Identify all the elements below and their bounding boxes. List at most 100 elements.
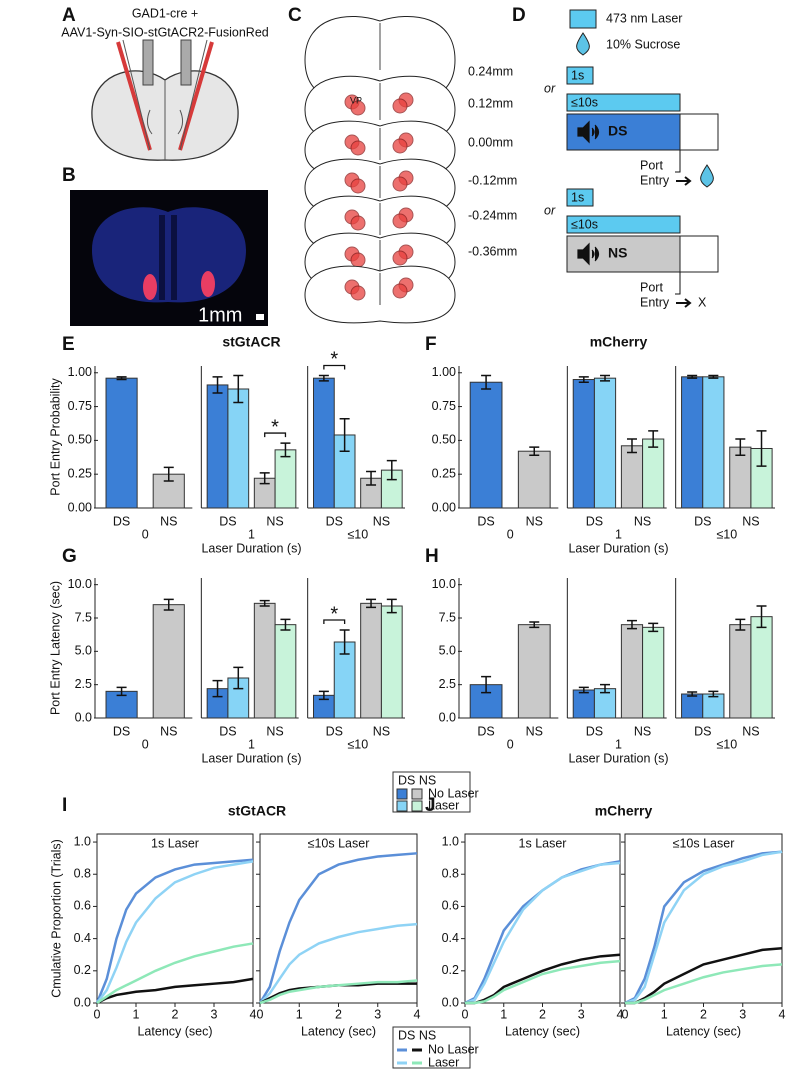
x-tick-label: NS: [266, 514, 283, 528]
entry-line: [675, 150, 688, 182]
bar: [517, 624, 551, 719]
x-axis-label: Latency (sec): [505, 1024, 580, 1038]
port-text: Port: [640, 280, 663, 294]
bar: [729, 446, 752, 509]
y-tick-label: 0.0: [75, 710, 92, 724]
chart-title: stGtACR: [222, 334, 280, 350]
plot-frame: [96, 833, 254, 1004]
x-tick-label: DS: [219, 724, 236, 738]
x-tick-label: NS: [373, 724, 390, 738]
level-label: -0.36mm: [468, 244, 517, 258]
cumulative-line: [464, 861, 621, 1005]
error-bar: [529, 621, 540, 629]
group-label: 1: [615, 737, 622, 751]
x-tick-label: 2: [700, 1007, 707, 1021]
placement-dot: [392, 138, 408, 154]
cumulative-line: [259, 979, 418, 1005]
x-tick-label: 3: [374, 1007, 381, 1021]
error-bar: [529, 446, 540, 457]
speaker-icon: [577, 242, 600, 266]
cumulative-line: [465, 959, 621, 1005]
scale-label: 1mm: [198, 304, 242, 326]
panel-label: J: [425, 795, 436, 816]
bar: [702, 376, 725, 509]
y-tick-label: 2.5: [439, 677, 456, 691]
error-bar: [708, 374, 719, 379]
laser-bar: [566, 188, 594, 207]
error-bar: [318, 690, 329, 701]
histology-image: [70, 190, 268, 326]
legend-header: DS NS: [398, 1028, 436, 1042]
group-label: 1: [615, 527, 622, 541]
cumulative-line: [624, 850, 783, 1005]
panel-label: B: [62, 165, 76, 186]
cue-text: NS: [608, 245, 627, 261]
bar: [152, 604, 185, 719]
subplot-title: ≤10s Laser: [673, 836, 735, 850]
inset-label: VP: [350, 95, 362, 105]
chart-title: stGtACR: [228, 803, 286, 819]
speaker-icon: [577, 120, 600, 144]
x-tick-label: 1: [133, 1007, 140, 1021]
error-bar: [386, 459, 397, 481]
group-label: 1: [248, 737, 255, 751]
y-tick-label: 0.50: [68, 433, 92, 447]
subplot-title: ≤10s Laser: [308, 836, 370, 850]
x-tick-label: 2: [335, 1007, 342, 1021]
error-bar: [212, 376, 223, 394]
y-tick-label: 0.25: [432, 466, 456, 480]
bar: [642, 626, 665, 719]
y-tick-label: 7.5: [439, 610, 456, 624]
y-tick-label: 10.0: [68, 577, 92, 591]
bar: [253, 602, 276, 719]
error-bar: [600, 374, 611, 382]
plot-frame: [259, 833, 418, 1004]
bar: [750, 616, 773, 719]
panel-label: I: [62, 795, 67, 816]
laser-swatch: [569, 9, 597, 29]
error-bar: [648, 622, 659, 633]
bar: [593, 377, 617, 509]
outcome-text: X: [698, 295, 707, 309]
bar: [572, 689, 595, 719]
error-bar: [600, 683, 611, 694]
error-bar: [212, 679, 223, 698]
arrow: [676, 298, 692, 308]
x-tick-label: NS: [634, 514, 651, 528]
cumulative-line: [464, 860, 621, 1005]
entry-line: [675, 272, 688, 304]
legend-entry: Laser: [428, 1055, 459, 1069]
or-text: or: [544, 81, 556, 95]
subplot-title: 1s Laser: [151, 836, 199, 850]
legend-swatch: [411, 788, 423, 800]
error-bar: [339, 417, 350, 452]
y-tick-label: 0.6: [74, 899, 91, 913]
error-bar: [280, 442, 291, 458]
laser-bar: [566, 93, 681, 112]
significance-mark: *: [271, 416, 279, 438]
laser-text: 1s: [571, 190, 584, 204]
error-bar: [756, 430, 767, 467]
placement-dot: [350, 215, 366, 231]
y-tick-label: 1.00: [432, 365, 456, 379]
significance-bracket: [323, 364, 346, 370]
sucrose-drop: [700, 164, 714, 188]
cumulative-line: [96, 860, 254, 1004]
laser-text: ≤10s: [571, 217, 598, 231]
subplot-title: 1s Laser: [519, 836, 567, 850]
y-tick-label: 2.5: [75, 677, 92, 691]
x-tick-label: 1: [296, 1007, 303, 1021]
bar: [360, 602, 382, 719]
panel-label: A: [62, 5, 76, 26]
y-axis-label: Cmulative Proportion (Trials): [49, 839, 63, 998]
placement-dot: [392, 283, 408, 299]
placement-dot: [350, 252, 366, 268]
error-bar: [687, 374, 698, 379]
x-tick-label: 1: [500, 1007, 507, 1021]
error-bar: [735, 438, 746, 457]
error-bar: [339, 629, 350, 655]
error-bar: [756, 605, 767, 629]
x-tick-label: DS: [694, 724, 711, 738]
y-tick-label: 0.8: [74, 867, 91, 881]
